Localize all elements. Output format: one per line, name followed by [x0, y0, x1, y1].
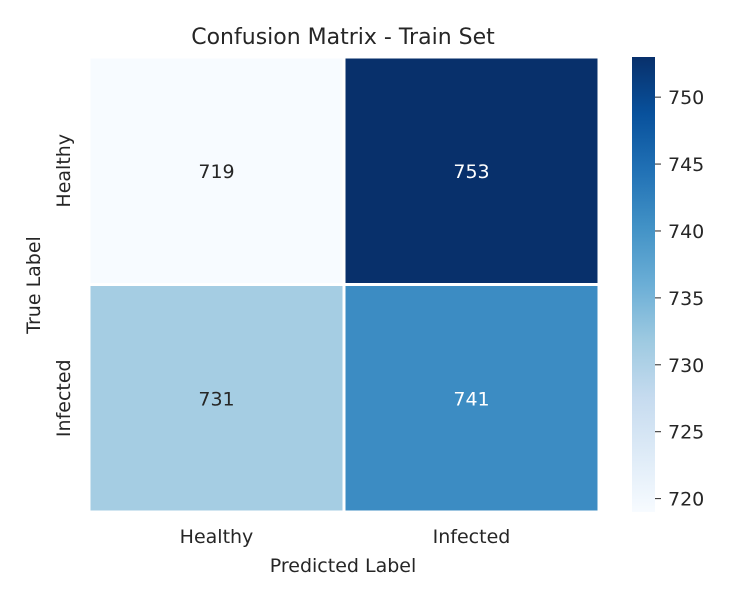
y-axis-label: True Label	[23, 236, 45, 335]
cell-value-label: 741	[453, 388, 489, 410]
y-tick-labels: Healthy Infected	[53, 134, 75, 437]
colorbar	[632, 57, 655, 512]
colorbar-tick-label: 720	[668, 489, 704, 511]
x-tick-label: Infected	[433, 526, 511, 548]
cell-value-label: 731	[198, 388, 234, 410]
cell-value-label: 753	[453, 161, 489, 183]
colorbar-tick-label: 725	[668, 422, 704, 444]
colorbar-ticks: 720 725 730 735 740 745 750	[655, 87, 704, 511]
x-tick-labels: Healthy Infected	[180, 526, 511, 548]
x-tick-label: Healthy	[180, 526, 254, 548]
colorbar-tick-label: 730	[668, 355, 704, 377]
x-axis-label: Predicted Label	[270, 555, 417, 577]
y-tick-label: Healthy	[53, 134, 75, 208]
y-tick-label: Infected	[53, 359, 75, 437]
chart-title: Confusion Matrix - Train Set	[191, 25, 495, 50]
heatmap-cells: 719 753 731 741	[87, 55, 601, 514]
colorbar-tick-label: 740	[668, 221, 704, 243]
heatmap-cell	[87, 283, 346, 514]
cell-value-label: 719	[198, 161, 234, 183]
colorbar-tick-label: 745	[668, 154, 704, 176]
colorbar-tick-label: 750	[668, 87, 704, 109]
heatmap-cell	[342, 283, 601, 514]
heatmap-cell	[342, 55, 601, 286]
colorbar-tick-label: 735	[668, 288, 704, 310]
heatmap-cell	[87, 55, 346, 286]
